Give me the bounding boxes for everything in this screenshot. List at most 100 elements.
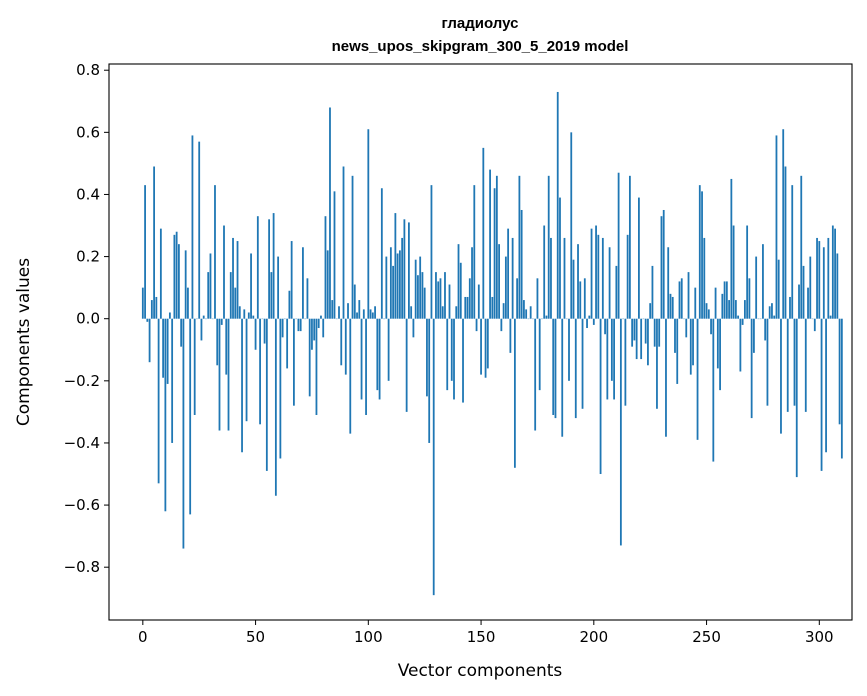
bar-181 (550, 237, 552, 319)
bar-293 (802, 265, 805, 319)
bar-278 (768, 306, 771, 319)
bar-151 (482, 147, 485, 319)
x-tick-label: 0 (138, 628, 148, 646)
bar-226 (651, 265, 654, 319)
bar-129 (432, 318, 435, 596)
bar-289 (793, 318, 796, 406)
bar-14 (173, 234, 176, 319)
bar-160 (502, 303, 505, 319)
bar-91 (347, 303, 349, 319)
bar-283 (780, 318, 782, 434)
bar-255 (716, 318, 719, 369)
bar-11 (166, 318, 169, 384)
bar-156 (493, 188, 496, 319)
bar-234 (669, 293, 672, 319)
bar-66 (290, 241, 293, 319)
bar-184 (556, 91, 559, 319)
bar-207 (608, 247, 611, 319)
bar-179 (545, 315, 548, 319)
bar-286 (786, 318, 789, 412)
bar-77 (315, 318, 318, 415)
bar-18 (182, 318, 185, 549)
bar-82 (326, 250, 329, 319)
bar-305 (829, 315, 832, 319)
bar-294 (804, 318, 807, 412)
bar-150 (480, 318, 482, 375)
bar-281 (775, 135, 778, 319)
bar-3 (148, 318, 151, 363)
bar-285 (784, 166, 787, 319)
bar-56 (268, 219, 270, 319)
bar-75 (311, 318, 313, 350)
bar-149 (477, 284, 480, 319)
bar-83 (329, 107, 331, 319)
bar-52 (259, 318, 261, 425)
bar-279 (771, 303, 773, 319)
bar-96 (358, 300, 361, 319)
bar-147 (473, 185, 476, 319)
bar-7 (157, 318, 160, 484)
bar-218 (633, 318, 636, 341)
y-axis-label: Components values (14, 258, 34, 426)
bar-71 (302, 247, 304, 319)
bar-235 (671, 296, 674, 319)
bar-122 (417, 275, 419, 319)
bar-261 (730, 178, 733, 319)
bar-39 (229, 272, 232, 319)
bar-190 (570, 132, 573, 319)
bar-119 (410, 306, 413, 319)
bar-295 (807, 287, 809, 319)
bar-93 (351, 175, 354, 319)
chart-title-line-2: news_upos_skipgram_300_5_2019 model (332, 38, 629, 55)
bar-102 (371, 312, 374, 319)
bar-0 (141, 287, 144, 319)
bar-38 (227, 318, 230, 431)
bar-246 (696, 318, 699, 440)
bar-271 (753, 318, 755, 353)
bar-200 (592, 318, 595, 325)
y-tick-label: −0.4 (64, 434, 100, 452)
bar-60 (277, 256, 280, 319)
bar-212 (619, 318, 622, 546)
bar-32 (214, 185, 216, 319)
bar-161 (504, 256, 507, 319)
bar-133 (441, 306, 444, 319)
y-tick-label: 0.6 (76, 123, 100, 141)
bar-144 (466, 296, 469, 319)
bar-98 (362, 309, 365, 319)
bar-264 (737, 315, 740, 319)
bar-284 (782, 129, 785, 319)
bar-272 (755, 256, 758, 319)
bar-90 (344, 318, 347, 375)
bar-15 (175, 231, 178, 319)
bar-199 (590, 228, 593, 319)
bar-130 (435, 272, 437, 319)
bar-79 (320, 315, 322, 319)
bar-167 (518, 175, 521, 319)
bar-73 (306, 278, 309, 319)
bar-300 (818, 241, 821, 319)
bar-10 (164, 318, 167, 512)
bar-89 (342, 166, 345, 319)
y-tick-label: 0.4 (76, 185, 100, 203)
bar-106 (380, 188, 383, 319)
bar-45 (243, 309, 246, 319)
bar-134 (444, 272, 446, 319)
bar-81 (324, 216, 327, 319)
bar-206 (606, 318, 609, 400)
bar-103 (374, 306, 376, 319)
bar-267 (743, 300, 746, 319)
bar-36 (223, 225, 225, 319)
bar-162 (507, 228, 510, 319)
bar-67 (293, 318, 295, 406)
y-tick-label: −0.2 (64, 372, 100, 390)
y-tick-label: 0.2 (76, 248, 100, 266)
bar-110 (389, 247, 392, 319)
bar-301 (820, 318, 823, 471)
bar-164 (511, 237, 514, 319)
bar-196 (583, 278, 586, 319)
x-tick-label: 300 (805, 628, 834, 646)
bar-191 (572, 259, 575, 319)
bar-266 (741, 318, 744, 325)
bar-254 (714, 287, 717, 319)
